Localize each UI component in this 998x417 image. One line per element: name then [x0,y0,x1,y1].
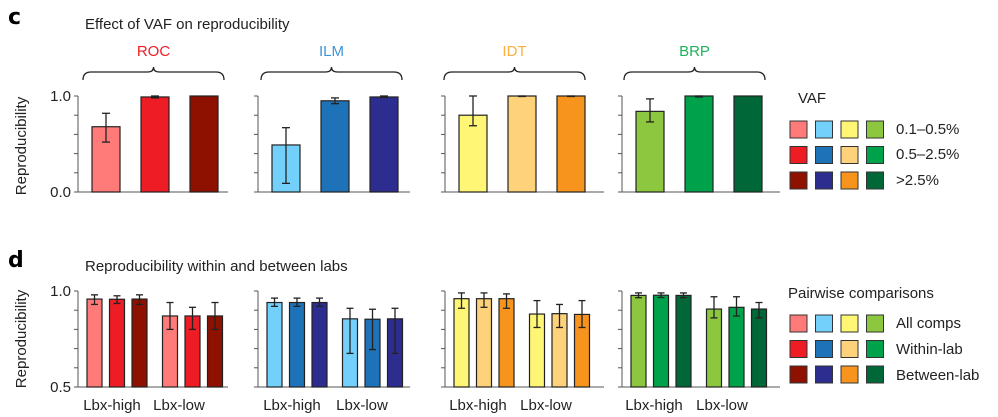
panel-d-legend-swatch [840,365,859,384]
panel-c-legend-label-0: 0.1–0.5% [896,121,959,138]
panel-c-brace-ilm [260,66,403,81]
panel-d-bar-brp-0 [630,294,647,388]
panel-c-bar-ilm-1 [320,100,350,193]
panel-d-bar-ilm-0 [266,301,283,388]
panel-c-legend-label-2: >2.5% [896,172,939,189]
panel-d-xgroup-label: Lbx-high [83,397,141,414]
panel-d-bar-roc-2 [131,298,148,388]
panel-d-bar-brp-1 [652,294,670,388]
panel-c-legend-swatch [815,146,833,164]
panel-d-bar-brp-5 [750,308,768,388]
panel-c-legend-swatch [789,120,808,139]
panel-c-group-label-ilm: ILM [319,43,344,60]
panel-d-legend-swatch [815,340,833,358]
panel-d-bar-roc-0 [86,298,103,388]
panel-c-legend-swatch [815,120,833,139]
panel-d-bar-roc-1 [108,298,126,388]
panel-d-legend-title: Pairwise comparisons [788,285,934,302]
panel-c-bar-brp-0 [635,110,665,193]
panel-d-bar-idt-1 [475,298,493,388]
panel-c-legend-swatch [815,171,833,190]
panel-d-legend-swatch [866,340,884,358]
panel-c-brace-brp [623,66,766,81]
panel-d-legend-swatch [866,314,884,333]
panel-d-legend-label-1: Within-lab [896,341,963,358]
panel-c-legend-title: VAF [798,90,826,107]
panel-c-bar-brp-2 [733,95,763,193]
panel-c-label: c [8,5,21,30]
panel-d-xgroup-label: Lbx-low [696,397,748,414]
panel-d-legend-swatch [815,314,833,333]
panel-d-bar-ilm-1 [288,301,306,388]
panel-d-bar-idt-2 [498,298,515,388]
panel-c-group-label-roc: ROC [137,43,171,60]
panel-d-xgroup-label: Lbx-high [449,397,507,414]
panel-d-legend-swatch [789,340,808,358]
panel-d-legend-swatch [789,314,808,333]
panel-d-xgroup-label: Lbx-high [263,397,321,414]
panel-d-xgroup-label: Lbx-low [336,397,388,414]
panel-c-bar-idt-2 [556,95,586,193]
panel-c-bar-roc-2 [189,95,219,193]
panel-c-legend-label-1: 0.5–2.5% [896,146,959,163]
panel-c-legend-swatch [840,146,859,164]
panel-c-legend-swatch [866,120,884,139]
panel-c-brace-idt [443,66,586,81]
panel-c-title: Effect of VAF on reproducibility [85,16,290,33]
panel-c-bar-ilm-2 [369,96,399,193]
panel-d-label: d [8,248,24,273]
panel-d-ytick-bottom: 0.5 [50,379,71,396]
panel-c-legend-swatch [789,171,808,190]
panel-d-legend-swatch [815,365,833,384]
panel-d-bar-brp-3 [705,308,723,388]
panel-d-title: Reproducibility within and between labs [85,258,348,275]
panel-d-ytick-top: 1.0 [50,283,71,300]
panel-c-bar-brp-1 [684,95,714,193]
panel-c-legend-swatch [840,120,859,139]
panel-c-bar-idt-1 [507,95,537,193]
panel-c-bar-roc-1 [140,96,170,193]
panel-c-legend-swatch [866,146,884,164]
panel-d-ylabel: Reproducibility [13,289,30,388]
panel-d-xgroup-label: Lbx-low [520,397,572,414]
panel-d-xgroup-label: Lbx-high [625,397,683,414]
panel-c-ytick-top: 1.0 [50,88,71,105]
panel-c-bar-idt-0 [458,114,488,193]
panel-d-bar-brp-4 [728,306,745,388]
panel-d-bar-brp-2 [675,294,692,388]
panel-c-ylabel: Reproducibility [13,96,30,195]
panel-d-bar-ilm-2 [311,301,328,388]
panel-d-legend-label-2: Between-lab [896,367,979,384]
panel-d-xgroup-label: Lbx-low [153,397,205,414]
panel-d-legend-swatch [789,365,808,384]
panel-d-bar-idt-0 [453,298,470,388]
panel-d-legend-swatch [866,365,884,384]
panel-c-legend-swatch [866,171,884,190]
panel-d-legend-swatch [840,314,859,333]
panel-c-ytick-bottom: 0.0 [50,184,71,201]
panel-d-legend-swatch [840,340,859,358]
panel-c-group-label-idt: IDT [502,43,526,60]
panel-c-legend-swatch [840,171,859,190]
panel-c-brace-roc [82,66,225,81]
panel-c-legend-swatch [789,146,808,164]
panel-d-legend-label-0: All comps [896,315,961,332]
panel-c-group-label-brp: BRP [679,43,710,60]
